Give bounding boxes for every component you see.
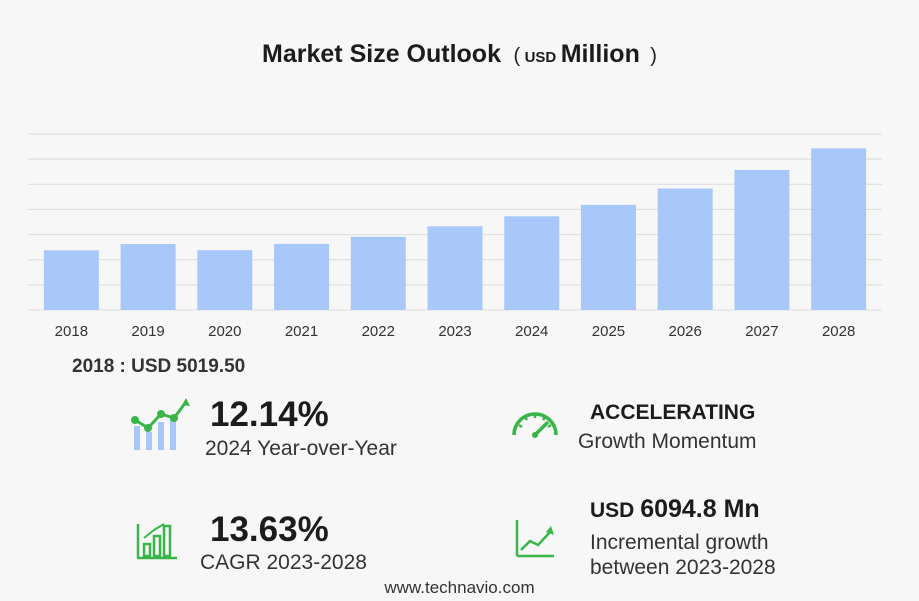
bar-2019 bbox=[120, 244, 176, 310]
incremental-amount: 6094.8 Mn bbox=[640, 495, 760, 523]
x-tick-label: 2018 bbox=[55, 323, 88, 340]
bar-2025 bbox=[580, 204, 636, 310]
incremental-label-line2: between 2023-2028 bbox=[590, 556, 776, 579]
bar-2023 bbox=[427, 226, 483, 310]
x-tick-label: 2024 bbox=[515, 323, 548, 340]
bar-chart: 2018 2019 2020 2021 2022 2023 2024 2025 2026 2027… bbox=[28, 133, 882, 340]
source-link[interactable]: www.technavio.com bbox=[384, 578, 535, 597]
incremental-prefix: USD bbox=[590, 499, 635, 522]
base-year-value: 2018 : USD 5019.50 bbox=[72, 356, 246, 377]
growth-chart-icon bbox=[131, 398, 190, 450]
yoy-value: 12.14% bbox=[210, 395, 329, 434]
title-unit-prefix: USD bbox=[524, 49, 557, 66]
x-tick-label: 2022 bbox=[362, 323, 395, 340]
bar-chart-icon bbox=[136, 523, 177, 560]
bar-2021 bbox=[274, 243, 330, 310]
chart-title: Market Size Outlook ( USD Million ) bbox=[0, 40, 919, 69]
title-paren-open: ( bbox=[513, 45, 521, 67]
x-tick-label: 2027 bbox=[745, 323, 778, 340]
yoy-label: 2024 Year-over-Year bbox=[205, 437, 397, 460]
bar-2027 bbox=[734, 169, 790, 310]
trend-line-icon bbox=[515, 520, 554, 558]
chart-title-main: Market Size Outlook bbox=[262, 40, 501, 68]
bar-2024 bbox=[504, 216, 560, 310]
bar-2018 bbox=[43, 250, 99, 310]
cagr-value: 13.63% bbox=[210, 510, 329, 549]
momentum-value: ACCELERATING bbox=[590, 401, 756, 424]
x-tick-label: 2026 bbox=[668, 323, 701, 340]
incremental-value: USD 6094.8 Mn bbox=[590, 495, 760, 524]
bar-2028 bbox=[811, 148, 867, 310]
bar-2020 bbox=[197, 250, 253, 310]
bar-2022 bbox=[350, 236, 406, 310]
x-tick-label: 2019 bbox=[131, 323, 164, 340]
momentum-label: Growth Momentum bbox=[578, 430, 757, 453]
title-unit: Million bbox=[560, 40, 640, 68]
title-paren-close: ) bbox=[650, 45, 657, 67]
x-tick-label: 2025 bbox=[592, 323, 625, 340]
cagr-label: CAGR 2023-2028 bbox=[200, 551, 367, 574]
bar-2026 bbox=[657, 188, 713, 310]
speedometer-icon bbox=[512, 412, 558, 438]
x-tick-label: 2021 bbox=[285, 323, 318, 340]
x-tick-label: 2020 bbox=[208, 323, 241, 340]
incremental-label-line1: Incremental growth bbox=[590, 531, 769, 554]
x-tick-label: 2023 bbox=[438, 323, 471, 340]
x-tick-label: 2028 bbox=[822, 323, 855, 340]
